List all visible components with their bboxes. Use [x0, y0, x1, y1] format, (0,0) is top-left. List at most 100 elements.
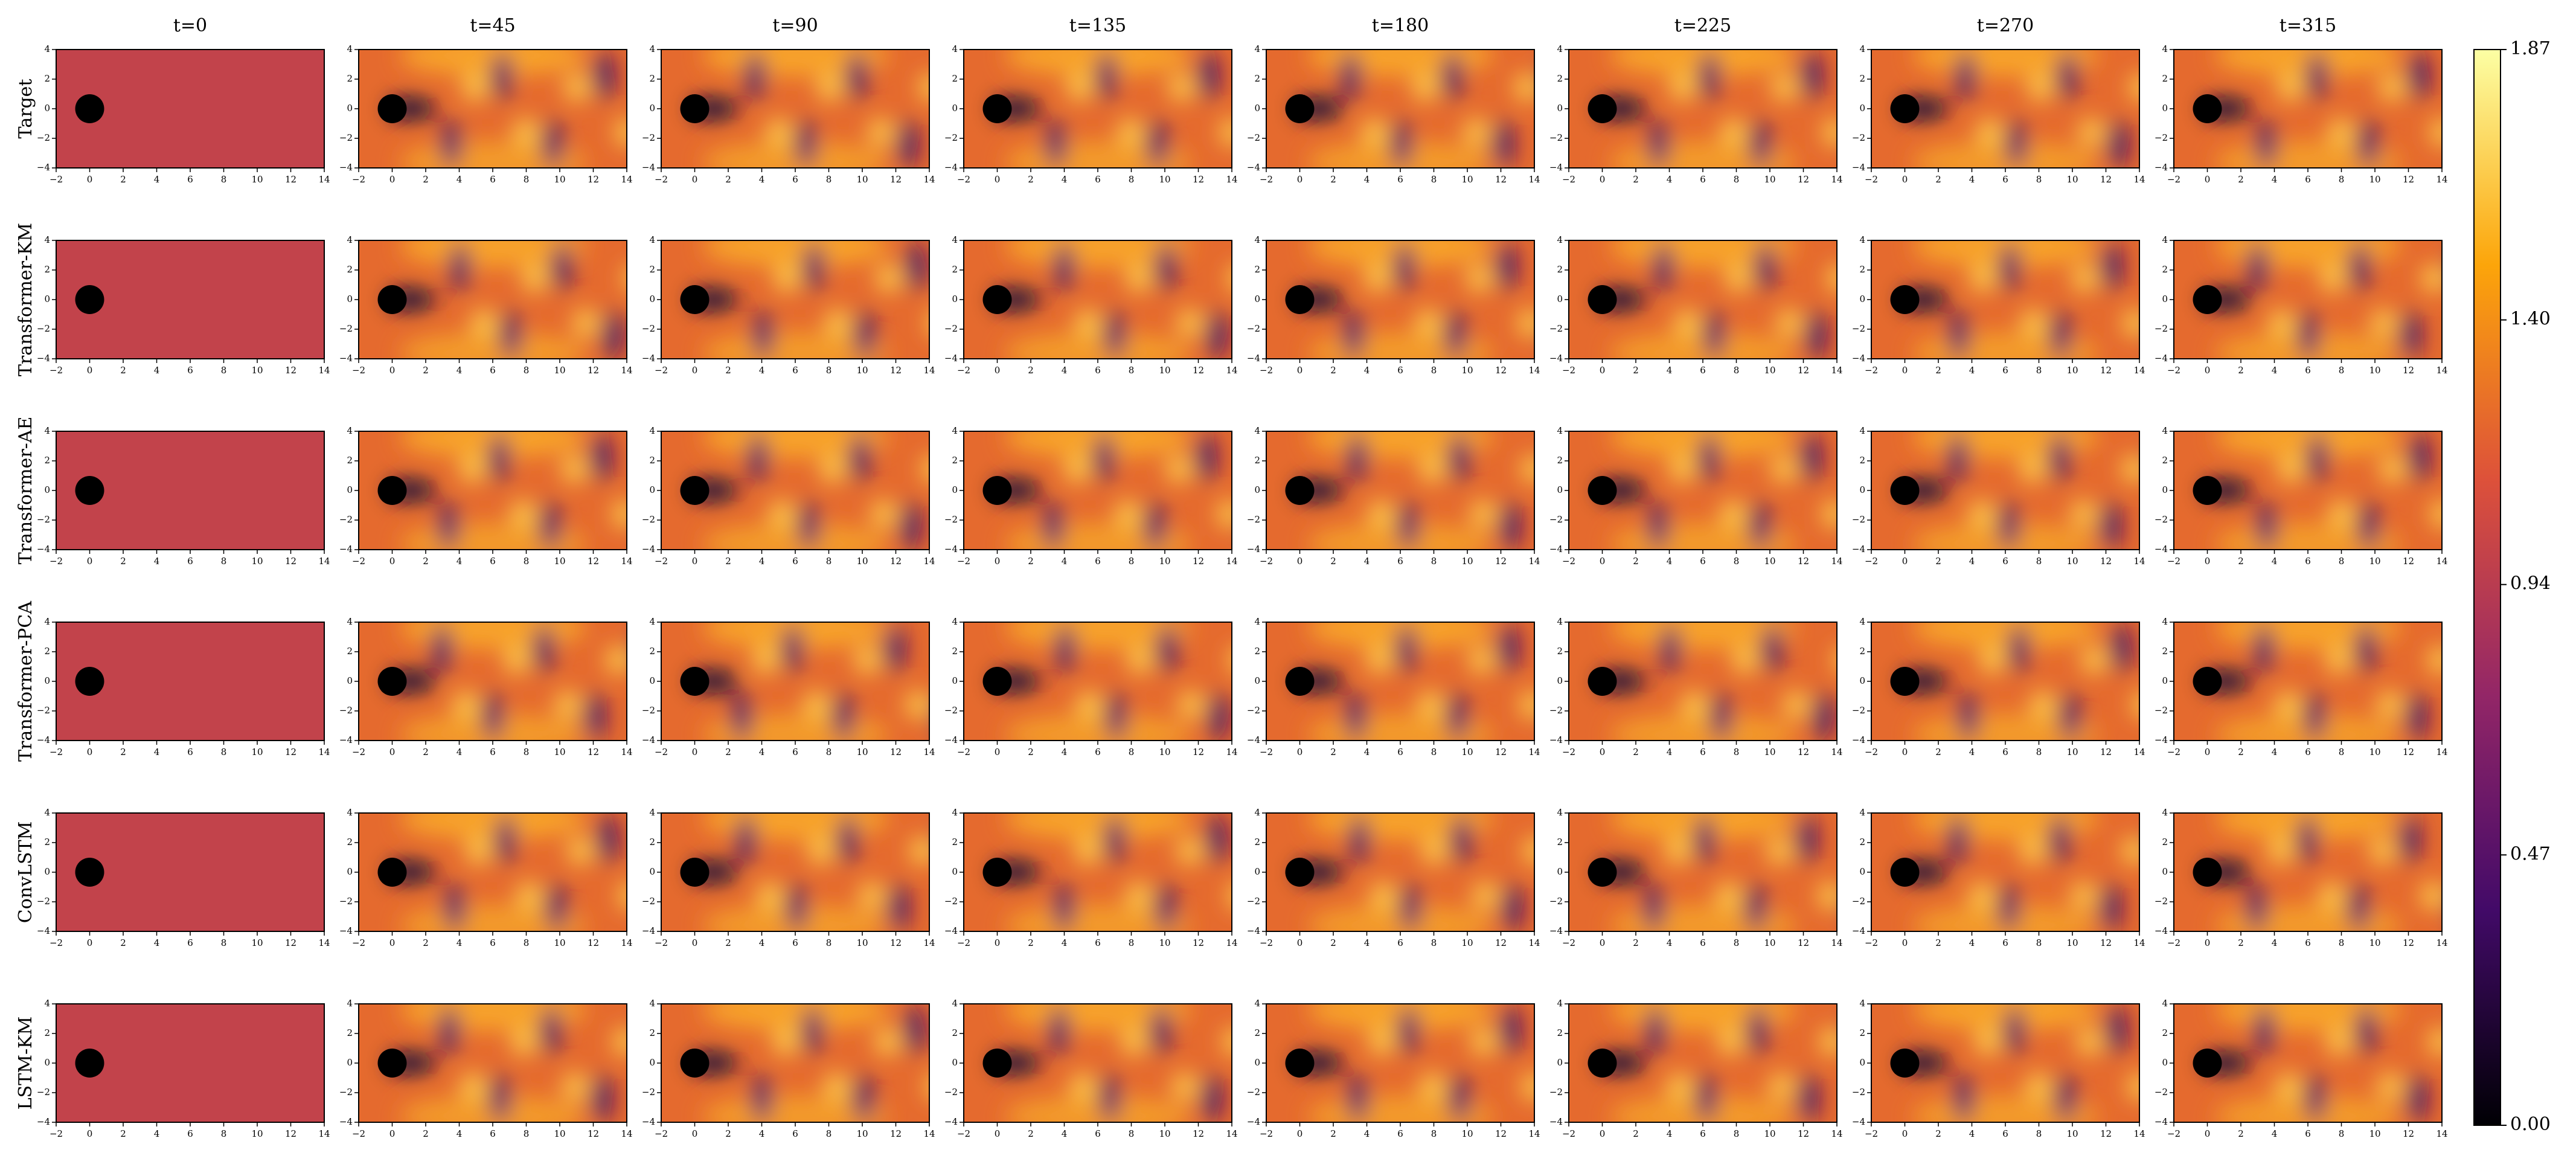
flow-feature	[2268, 309, 2296, 338]
flow-features	[1899, 813, 2139, 931]
flow-feature	[1216, 500, 1232, 529]
flow-feature	[534, 624, 554, 672]
x-tick-label: 8	[2339, 174, 2345, 185]
flow-feature	[432, 624, 452, 672]
x-tick-label: 6	[490, 365, 496, 376]
y-tick-label: 2	[952, 73, 958, 84]
x-tick-label: −2	[50, 1128, 63, 1139]
x-tick-label: 14	[1226, 365, 1237, 376]
flow-feature	[701, 140, 889, 168]
x-tick-label: 0	[1902, 747, 1908, 757]
flow-feature	[1911, 1004, 2100, 1032]
cylinder	[377, 1049, 407, 1078]
x-tick-label: 12	[890, 747, 902, 757]
x-tick-label: 14	[2133, 365, 2145, 376]
y-tick-label: 2	[44, 455, 50, 466]
x-tick-label: 2	[1935, 174, 1941, 185]
y-tick-label: −2	[1852, 1087, 1865, 1097]
x-tick-label: 6	[1397, 937, 1403, 948]
y-tick-label: 4	[347, 43, 353, 54]
x-tick-label: 2	[120, 747, 126, 757]
y-tick-label: −4	[37, 925, 50, 936]
flow-feature	[2299, 311, 2318, 359]
x-tick-label: 10	[1159, 174, 1170, 185]
y-tick-label: −4	[1549, 544, 1563, 554]
flow-feature	[1344, 311, 1363, 359]
flow-feature	[1700, 51, 1719, 100]
x-tick-label: 2	[423, 747, 429, 757]
flow-feature	[2010, 624, 2029, 672]
y-tick-label: −2	[642, 705, 655, 716]
flow-feature	[838, 815, 857, 863]
y-tick-label: 2	[2162, 646, 2168, 657]
flow-feature	[441, 120, 461, 168]
flow-features	[1597, 622, 1837, 741]
flow-feature	[1207, 311, 1226, 359]
flow-feature	[2107, 1006, 2126, 1054]
cylinder	[982, 667, 1012, 696]
x-tick-label: −2	[1562, 556, 1575, 567]
y-tick-label: −4	[2155, 353, 2168, 364]
x-tick-label: −2	[655, 937, 668, 948]
flow-feature	[643, 503, 662, 550]
flow-feature	[803, 690, 830, 719]
x-tick-label: 0	[389, 556, 396, 567]
y-tick-label: 4	[1557, 807, 1563, 818]
y-tick-label: 0	[952, 103, 958, 114]
x-tick-label: 6	[792, 365, 798, 376]
x-tick-label: 0	[1297, 556, 1303, 567]
flow-feature	[1979, 646, 2006, 675]
x-tick-label: 0	[692, 1128, 698, 1139]
x-tick-label: −2	[50, 174, 63, 185]
x-tick-label: 0	[692, 937, 698, 948]
flow-feature	[1341, 51, 1360, 100]
flow-feature	[1501, 1006, 1520, 1054]
y-tick-label: 2	[2162, 264, 2168, 275]
flow-feature	[2007, 120, 2026, 168]
flow-feature	[603, 311, 623, 359]
flow-field	[56, 240, 324, 359]
flow-feature	[1056, 624, 1075, 672]
y-tick-label: 2	[952, 1027, 958, 1038]
x-tick-label: −2	[655, 556, 668, 567]
x-tick-label: 14	[2133, 556, 2145, 567]
x-tick-label: 2	[1330, 747, 1336, 757]
flow-feature	[1783, 690, 1810, 719]
flow-feature	[1519, 690, 1534, 719]
x-tick-label: 4	[1062, 365, 1068, 376]
flow-feature	[1674, 309, 1701, 338]
x-tick-label: 2	[1633, 556, 1639, 567]
flow-feature	[1346, 693, 1365, 741]
x-tick-label: 12	[1193, 937, 1204, 948]
x-tick-label: 6	[187, 747, 193, 757]
flow-feature	[2276, 73, 2304, 102]
y-tick-label: 0	[2162, 866, 2168, 877]
cylinder	[377, 667, 407, 696]
flow-feature	[1497, 242, 1516, 291]
flow-feature	[885, 624, 904, 672]
x-tick-label: 10	[2369, 556, 2380, 567]
flow-feature	[1911, 622, 2100, 650]
x-tick-label: 8	[221, 174, 227, 185]
y-tick-label: −2	[2155, 896, 2168, 907]
x-tick-label: 4	[1364, 365, 1370, 376]
cylinder	[2193, 1049, 2222, 1078]
x-tick-label: 4	[759, 174, 765, 185]
x-tick-label: 0	[1902, 174, 1908, 185]
flow-field	[56, 431, 324, 550]
flow-field	[964, 1004, 1232, 1122]
y-tick-label: −2	[339, 705, 353, 716]
flow-feature	[2121, 455, 2139, 484]
flow-feature	[867, 118, 895, 147]
x-tick-label: 14	[2436, 174, 2447, 185]
y-tick-label: 0	[1859, 866, 1865, 877]
x-tick-label: 6	[187, 174, 193, 185]
y-tick-label: 0	[1557, 1057, 1563, 1068]
flow-feature	[732, 693, 751, 741]
colorbar	[2473, 49, 2501, 1126]
flow-field	[1871, 1004, 2139, 1122]
x-tick-label: 14	[1528, 365, 1540, 376]
row-label: Transformer-AE	[15, 417, 36, 565]
x-tick-label: 8	[1734, 937, 1740, 948]
y-tick-label: 4	[952, 998, 958, 1009]
